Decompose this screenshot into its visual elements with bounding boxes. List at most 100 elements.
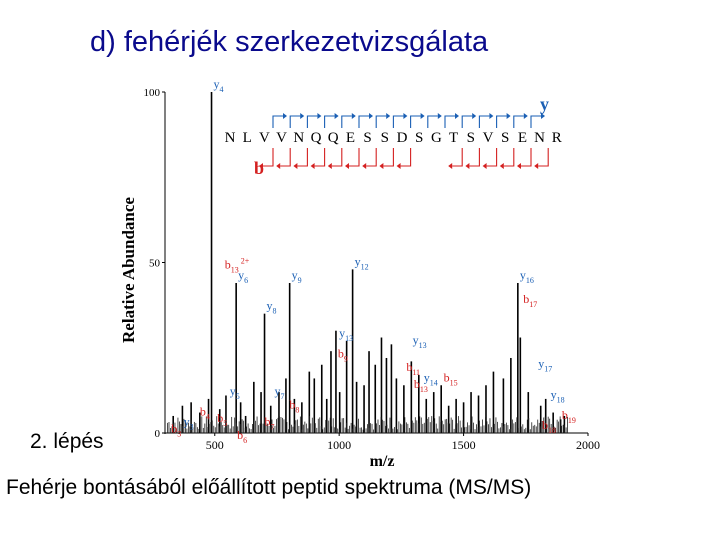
y-ion-label: y14 xyxy=(424,370,438,387)
b-fragment-bracket xyxy=(452,148,463,167)
sequence-residue: E xyxy=(518,130,527,146)
y-ion-label: y3 xyxy=(184,415,194,432)
y-tick-label: 100 xyxy=(144,87,161,99)
y-fragment-arrow xyxy=(455,113,459,119)
y-fragment-bracket xyxy=(358,115,369,128)
b-fragment-bracket xyxy=(280,148,291,167)
y-tick-label: 0 xyxy=(155,428,161,440)
y-fragment-bracket xyxy=(444,115,455,128)
b-ion-label: b7 xyxy=(265,415,275,432)
y-ion-label: y7 xyxy=(274,384,284,401)
b-fragment-bracket xyxy=(331,148,343,167)
b-fragment-arrow xyxy=(517,163,521,169)
b-ion-label: b9 xyxy=(338,346,348,363)
sequence-residue: N xyxy=(534,130,545,146)
y-fragment-arrow xyxy=(403,113,408,119)
b-fragment-bracket xyxy=(263,148,274,167)
sequence-residue: V xyxy=(276,130,287,146)
y-ion-label: y13 xyxy=(339,326,353,343)
y-fragment-bracket xyxy=(530,115,541,128)
sequence-residue: Q xyxy=(311,130,322,146)
y-fragment-bracket xyxy=(427,115,438,128)
y-fragment-arrow xyxy=(437,113,442,119)
b-fragment-bracket xyxy=(486,148,498,167)
y-fragment-arrow xyxy=(369,113,373,119)
sequence-residue: Q xyxy=(328,130,339,146)
y-fragment-bracket xyxy=(513,115,524,128)
y-series-label: y xyxy=(540,94,549,114)
b-fragment-bracket xyxy=(469,148,480,167)
b-fragment-arrow xyxy=(448,163,453,169)
y-fragment-bracket xyxy=(496,115,507,128)
y-ion-label: y8 xyxy=(267,299,277,316)
y-fragment-arrow xyxy=(541,113,545,119)
sequence-residue: N xyxy=(225,130,236,146)
y-fragment-bracket xyxy=(410,115,421,128)
b-fragment-arrow xyxy=(534,163,539,169)
b-fragment-bracket xyxy=(383,148,394,167)
b-fragment-arrow xyxy=(259,163,263,169)
b-ion-label: b5 xyxy=(217,411,227,428)
sequence-residue: D xyxy=(397,130,408,146)
b-ion-label: b17 xyxy=(523,292,537,309)
sequence-residue: V xyxy=(259,130,270,146)
x-tick-label: 1000 xyxy=(327,438,351,452)
b-fragment-arrow xyxy=(482,163,487,169)
y-ion-label: y13 xyxy=(413,333,427,350)
slide-title: d) fehérjék szerkezetvizsgálata xyxy=(90,26,489,58)
sequence-residue: T xyxy=(449,130,458,146)
slide-caption: Fehérje bontásából előállított peptid sp… xyxy=(6,476,532,499)
y-fragment-arrow xyxy=(489,113,494,119)
ion-labels: y4 y6 y8 y9 y12 y16 b132+ y13 b9 y13 b11 y14 b15 b13 b… xyxy=(171,77,576,445)
b-fragment-arrow xyxy=(327,163,332,169)
sequence-residue: V xyxy=(483,130,494,146)
b-ion-label: b3 xyxy=(171,421,181,438)
y-axis-label: Relative Abundance xyxy=(119,197,138,343)
b-fragment-bracket xyxy=(366,148,377,167)
b-series-label: b xyxy=(254,158,264,178)
sequence-residue: N xyxy=(293,130,304,146)
y-fragment-arrow xyxy=(351,113,356,119)
y-fragment-bracket xyxy=(478,115,490,128)
y-ion-label: y4 xyxy=(214,77,224,94)
sequence-residue: E xyxy=(346,130,355,146)
b-fragment-arrow xyxy=(379,163,384,169)
b-fragment-bracket xyxy=(400,148,412,167)
step-label: 2. lépés xyxy=(30,430,104,453)
sequence-residue: G xyxy=(431,130,442,146)
sequence-residue: S xyxy=(381,130,389,146)
y-ion-label: y5 xyxy=(230,384,240,401)
spectrum-peaks xyxy=(167,92,568,433)
y-fragment-bracket xyxy=(341,115,352,128)
y-fragment-bracket xyxy=(375,115,387,128)
y-ion-label: y9 xyxy=(292,268,302,285)
y-fragment-arrow xyxy=(523,113,528,119)
sequence-residue: L xyxy=(243,130,252,146)
y-fragment-arrow xyxy=(506,113,511,119)
y-ion-label: y18 xyxy=(551,387,565,404)
y-fragment-bracket xyxy=(272,115,283,128)
y-fragment-arrow xyxy=(283,113,287,119)
b-ion-label: b19 xyxy=(562,408,576,425)
b-fragment-bracket xyxy=(521,148,532,167)
b-fragment-bracket xyxy=(538,148,549,167)
b-fragment-bracket xyxy=(349,148,360,167)
b-ion-label: b18 xyxy=(542,418,556,435)
y-fragment-arrow xyxy=(317,113,322,119)
b-fragment-arrow xyxy=(465,163,470,169)
y-ion-label: y16 xyxy=(520,268,534,285)
x-tick-label: 1500 xyxy=(452,438,476,452)
x-tick-label: 2000 xyxy=(576,438,600,452)
y-fragment-arrow xyxy=(420,113,425,119)
y-ion-label: y6 xyxy=(238,268,248,285)
y-fragment-arrow xyxy=(300,113,305,119)
b-fragment-arrow xyxy=(345,163,349,169)
b-fragment-arrow xyxy=(276,163,281,169)
y-fragment-arrow xyxy=(386,113,391,119)
b-fragment-arrow xyxy=(396,163,401,169)
b-fragment-bracket xyxy=(314,148,326,167)
y-ion-label: y17 xyxy=(538,357,552,374)
b-ion-label: b4 xyxy=(200,404,210,421)
y-tick-label: 50 xyxy=(149,258,161,270)
b-ion-label: b11 xyxy=(406,360,420,377)
